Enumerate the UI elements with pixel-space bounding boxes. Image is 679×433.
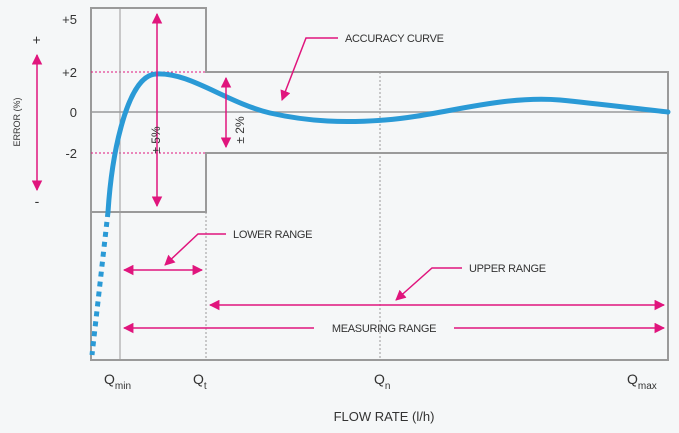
tolerance-envelope xyxy=(90,7,669,361)
accuracy-curve-label: ACCURACY CURVE xyxy=(345,33,444,45)
y-tick-plus2: +2 xyxy=(62,65,77,80)
lower-range-leader xyxy=(164,233,226,266)
upper-range-leader xyxy=(395,267,462,301)
tolerance-2-label: ± 2% xyxy=(233,116,247,144)
tolerance-5-label: ± 5% xyxy=(149,126,163,154)
y-tick-zero: 0 xyxy=(70,105,77,120)
y-tick-minus2: -2 xyxy=(65,146,77,161)
x-tick-qn: Qn xyxy=(374,371,390,392)
accuracy-curve-extrapolated xyxy=(89,211,111,356)
upper-range-label: UPPER RANGE xyxy=(469,263,546,275)
y-tick-plus5: +5 xyxy=(62,12,77,27)
x-axis-title: FLOW RATE (l/h) xyxy=(334,409,435,424)
accuracy-curve-leader xyxy=(280,37,338,101)
x-tick-qmax: Qmax xyxy=(627,371,657,392)
lower-range-label: LOWER RANGE xyxy=(233,229,312,241)
x-tick-qt: Qt xyxy=(193,371,207,392)
y-axis-plus-sign: + xyxy=(28,36,44,44)
accuracy-curve xyxy=(105,71,671,215)
y-axis-minus-sign: - xyxy=(35,193,40,209)
x-tick-qmin: Qmin xyxy=(104,371,131,392)
measuring-range-label: MEASURING RANGE xyxy=(332,323,436,335)
y-axis-title: ERROR (%) xyxy=(12,97,22,146)
